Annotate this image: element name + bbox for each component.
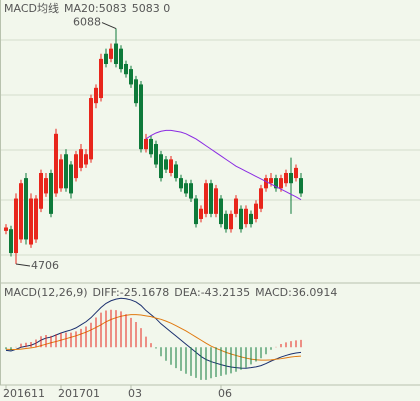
candle-body	[144, 138, 148, 150]
header-text: DIFF:-25.1678	[93, 286, 170, 299]
line	[5, 297, 302, 369]
candle-body	[99, 58, 103, 99]
line	[145, 129, 302, 201]
annotation-leader	[101, 22, 117, 30]
candle-body	[4, 227, 8, 231]
candle-body	[39, 172, 43, 209]
candle-body	[164, 159, 168, 170]
candle-body	[234, 198, 238, 214]
candle-body	[249, 213, 253, 225]
candle-body	[109, 48, 113, 59]
candle-body	[9, 229, 13, 254]
candle-body	[169, 159, 173, 173]
candle-body	[174, 164, 178, 179]
candle-body	[159, 154, 163, 179]
candle-body	[284, 172, 288, 184]
annotation: 4706	[31, 259, 59, 272]
candle-body	[134, 79, 138, 104]
candle-body	[194, 198, 198, 225]
candle-body	[149, 138, 153, 155]
candle-body	[279, 178, 283, 189]
candle-body	[124, 63, 128, 75]
candle-body	[299, 178, 303, 194]
candle-body	[44, 178, 48, 194]
annotation-leader	[15, 263, 31, 267]
header-text: MACD(12,26,9)	[4, 286, 88, 299]
line	[5, 314, 302, 361]
candle-body	[64, 154, 68, 189]
candle-body	[209, 183, 213, 214]
header-text: DEA:-43.2135	[174, 286, 250, 299]
candle-body	[199, 208, 203, 219]
candle-body	[59, 159, 63, 189]
candle-body	[274, 178, 278, 189]
candle-body	[189, 183, 193, 199]
candle-body	[154, 144, 158, 165]
candle-body	[54, 133, 58, 194]
x-tick-label: 201701	[58, 387, 100, 400]
candle-body	[49, 172, 53, 214]
candle-body	[129, 69, 133, 85]
candle-body	[239, 208, 243, 230]
candle-body	[89, 98, 93, 160]
candle-body	[19, 183, 23, 240]
candle-body	[184, 183, 188, 194]
candle-body	[229, 213, 233, 230]
candle-body	[94, 87, 98, 104]
candle-body	[139, 84, 143, 150]
candle-body	[29, 198, 33, 245]
candle-body	[179, 178, 183, 189]
candle-body	[259, 188, 263, 209]
candle-body	[269, 178, 273, 184]
candle-body	[74, 154, 78, 179]
candle-body	[214, 188, 218, 214]
annotation: 6088	[73, 16, 101, 29]
candle-body	[69, 164, 73, 194]
candle-body	[244, 208, 248, 225]
header-text: MA20:5083	[64, 2, 127, 15]
candle-body	[119, 48, 123, 70]
x-tick-label: 201611	[3, 387, 45, 400]
x-tick-label: 03	[128, 387, 142, 400]
candle-body	[104, 53, 108, 64]
candle-body	[84, 154, 88, 165]
candle-body	[294, 167, 298, 179]
candle-body	[24, 178, 28, 240]
candle-body	[79, 149, 83, 168]
candle-body	[289, 172, 293, 184]
candle-body	[204, 183, 208, 214]
candle-body	[34, 198, 38, 240]
candle-body	[219, 198, 223, 225]
header-text: MACD:36.0914	[255, 286, 337, 299]
candle-body	[224, 213, 228, 230]
header-text: MACD均线	[4, 1, 59, 15]
x-tick-label: 06	[218, 387, 232, 400]
candle-body	[254, 203, 258, 219]
candle-body	[114, 43, 118, 64]
header-text: 5083 0	[132, 2, 171, 15]
candle-body	[264, 178, 268, 189]
candle-body	[14, 198, 18, 254]
